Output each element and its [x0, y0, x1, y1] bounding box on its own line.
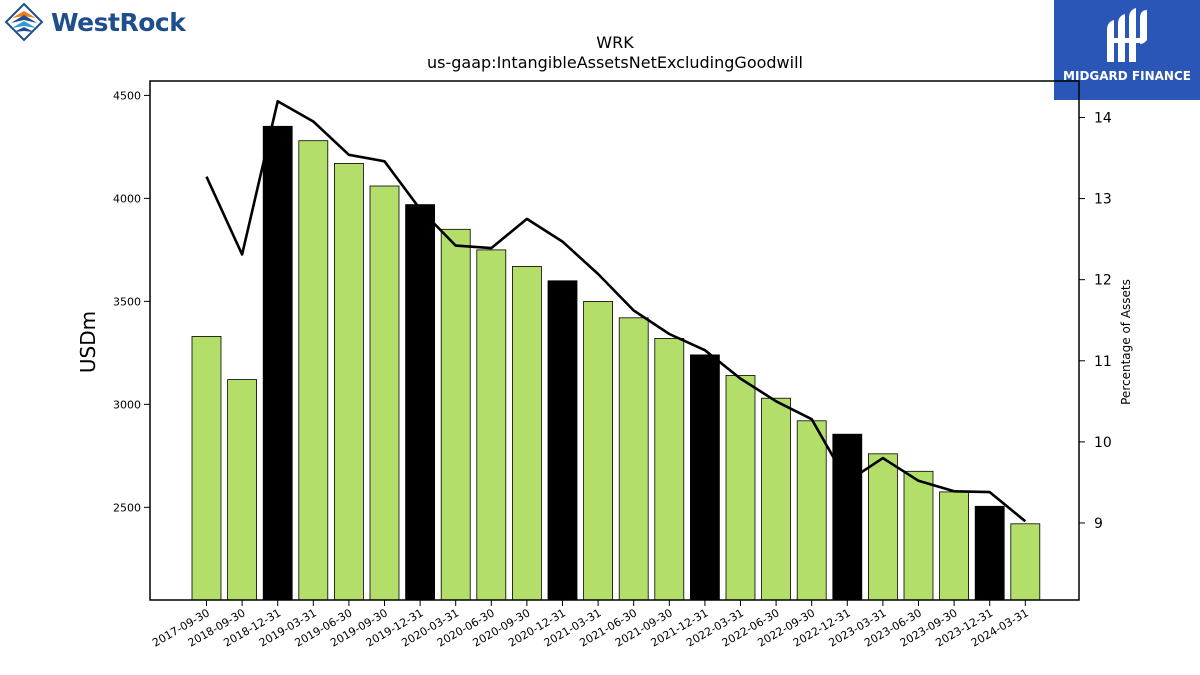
- midgard-mark-icon: [1107, 8, 1147, 62]
- bar-2021-06-30: [618, 317, 649, 601]
- y2-tick-label: 13: [1094, 192, 1112, 208]
- westrock-wordmark: WestRock: [51, 8, 186, 37]
- y2-tick-label: 12: [1094, 273, 1112, 289]
- bar-2020-12-31: [547, 280, 578, 601]
- westrock-logo: WestRock: [4, 2, 186, 46]
- bar-2023-12-31: [974, 505, 1005, 601]
- bar-2022-12-31: [832, 433, 863, 601]
- bar-2019-12-31: [405, 204, 436, 601]
- line-series: [205, 100, 1027, 523]
- bar-2022-03-31: [725, 375, 756, 601]
- y-tick-label: 4500: [113, 89, 141, 102]
- bar-2021-03-31: [583, 300, 613, 601]
- chart-title: WRK: [596, 33, 634, 52]
- chart-subtitle: us-gaap:IntangibleAssetsNetExcludingGood…: [427, 53, 803, 72]
- y-tick-label: 3500: [113, 295, 141, 308]
- y2-axis-label: Percentage of Assets: [1119, 279, 1133, 405]
- midgard-finance-logo: MIDGARD FINANCE: [1054, 0, 1200, 100]
- bar-2020-09-30: [512, 265, 542, 601]
- midgard-wordmark: MIDGARD FINANCE: [1063, 69, 1191, 83]
- percentage-line: [205, 100, 1027, 523]
- bar-2020-06-30: [476, 249, 507, 601]
- bar-2018-12-31: [262, 125, 293, 601]
- bar-2023-03-31: [868, 453, 898, 601]
- bar-series: [191, 125, 1041, 601]
- westrock-mark-icon: [4, 2, 44, 42]
- bar-2023-06-30: [903, 470, 934, 601]
- y2-tick-label: 14: [1094, 110, 1112, 126]
- bar-2020-03-31: [440, 228, 471, 601]
- bar-2021-12-31: [690, 354, 720, 601]
- bar-2018-09-30: [227, 379, 258, 601]
- bar-2023-09-30: [939, 491, 969, 601]
- bar-2019-06-30: [333, 162, 364, 601]
- y2-tick-label: 11: [1094, 354, 1112, 370]
- y-tick-label: 3000: [113, 398, 141, 411]
- bar-2017-09-30: [191, 335, 222, 601]
- bar-2024-03-31: [1010, 523, 1041, 601]
- y2-tick-label: 10: [1094, 435, 1112, 451]
- bar-2019-03-31: [298, 140, 329, 601]
- bar-2019-09-30: [369, 185, 400, 601]
- y-tick-label: 2500: [113, 501, 141, 514]
- y-tick-label: 4000: [113, 192, 141, 205]
- y2-tick-label: 9: [1094, 516, 1103, 532]
- bar-2021-09-30: [654, 337, 685, 601]
- y-axis-label: USDm: [76, 311, 100, 373]
- bar-2022-09-30: [796, 420, 827, 601]
- bar-2022-06-30: [761, 397, 791, 601]
- plot-frame: [149, 80, 1080, 601]
